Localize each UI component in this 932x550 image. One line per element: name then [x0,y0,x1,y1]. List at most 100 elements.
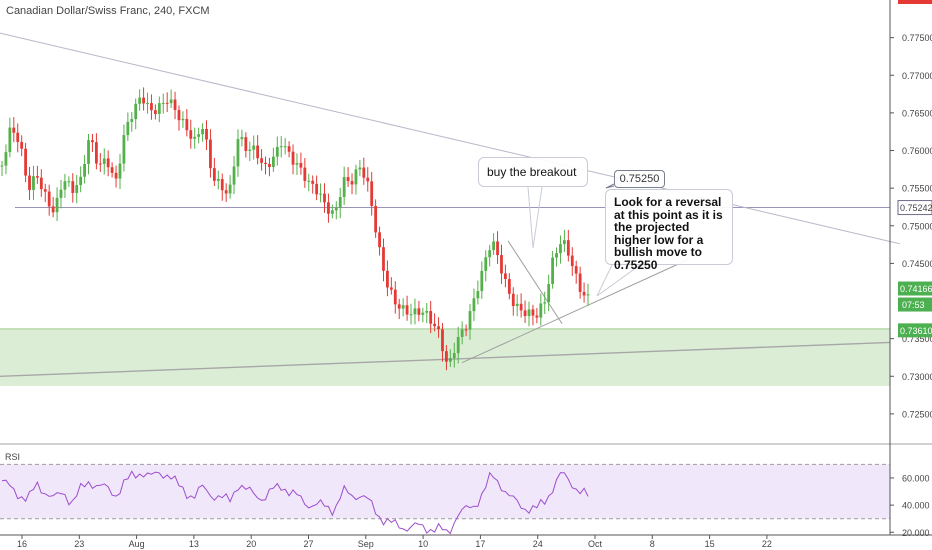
candle-down [287,146,291,152]
candle-down [389,287,393,290]
annotation-buy-breakout[interactable]: buy the breakout [478,157,588,187]
candle-up [551,257,555,285]
candle-up [126,121,130,136]
time-tick-label: 23 [74,539,84,549]
price-label-0.74166: 0.74166 [898,281,932,296]
candle-up [134,103,138,120]
candle-up [118,163,122,179]
price-label-bg [898,323,932,338]
price-label-0.73610: 0.73610 [898,323,932,338]
annotation-reversal[interactable]: Look for a reversal at this point as it … [605,189,733,271]
candle-down [374,205,378,233]
candle-up [563,240,566,245]
rsi-line [1,470,589,535]
candle-down [260,158,263,163]
candle-down [578,273,582,292]
candle-down [315,183,319,195]
time-tick-label: 8 [650,539,655,549]
candle-up [236,139,240,167]
higher-low-trendline [461,259,689,364]
candle-down [20,141,24,149]
candle-down [114,172,118,179]
candle-down [24,148,27,176]
time-tick-label: 13 [189,539,199,549]
candle-up [456,336,460,354]
candle-up [193,136,197,139]
candle-down [441,329,444,352]
candle-up [492,241,496,251]
candle-up [330,210,334,214]
candle-up [216,179,220,181]
time-tick-label: 10 [418,539,428,549]
price-tick-label: 0.75500 [902,184,932,194]
candle-down [94,142,98,164]
candle-down [366,177,370,182]
candle-down [574,266,578,274]
price-pane[interactable] [0,32,901,387]
price-tick-label: 0.74500 [902,259,932,269]
rsi-tick-label: 40.000 [902,501,930,511]
price-tick-label: 0.77500 [902,33,932,43]
candle-up [87,140,90,165]
countdown-bg [898,297,932,312]
time-tick-label: Oct [588,539,603,549]
candle-up [515,303,519,307]
time-tick-label: Aug [129,539,145,549]
candle-up [4,152,8,166]
candle-down [43,189,47,192]
candle-down [12,127,16,133]
candle-up [197,134,201,137]
price-label-0.75242: 0.75242 [897,200,932,216]
candle-down [582,291,586,296]
candle-down [429,311,433,324]
time-tick-label: 24 [533,539,543,549]
candle-up [480,270,484,292]
candle-up [102,158,106,164]
candle-up [472,298,476,312]
candle-down [189,130,193,139]
candle-up [138,97,142,104]
reversal-callout-pointer [596,264,641,297]
price-tick-label: 0.72500 [902,409,932,419]
candle-down [362,167,366,178]
candle-down [35,176,39,178]
candle-down [47,191,51,207]
candle-up [452,353,456,359]
candle-down [500,255,503,274]
price-label-bg [898,281,932,296]
candle-up [295,163,299,165]
candle-up [527,309,531,317]
candle-up [157,103,161,114]
price-tick-label: 0.77000 [902,71,932,81]
candle-up [122,135,126,164]
rsi-tick-label: 20.000 [902,528,930,538]
price-label-text: 0.74166 [900,284,932,294]
price-label-text: 0.75242 [900,203,932,213]
candle-up [130,119,134,122]
annotation-price-callout[interactable]: 0.75250 [614,170,665,188]
candle-down [177,109,181,121]
candle-down [39,177,43,190]
candle-down [205,128,208,140]
candle-down [378,232,381,248]
candle-up [181,118,185,121]
price-label-text: 0.73610 [900,326,932,336]
candle-down [535,315,539,318]
time-tick-label: Sep [358,539,374,549]
time-tick-label: 15 [705,539,715,549]
candle-up [32,176,35,190]
candle-down [142,97,145,104]
candle-down [417,308,421,315]
rsi-pane[interactable] [0,443,932,535]
candle-up [543,302,547,304]
price-tick-label: 0.76500 [902,108,932,118]
candle-up [169,99,173,104]
candle-down [165,102,169,104]
chart-title: Canadian Dollar/Swiss Franc, 240, FXCM [6,5,210,17]
candle-down [386,270,389,288]
candle-down [405,305,409,315]
candle-up [201,128,204,135]
candle-up [0,165,4,167]
